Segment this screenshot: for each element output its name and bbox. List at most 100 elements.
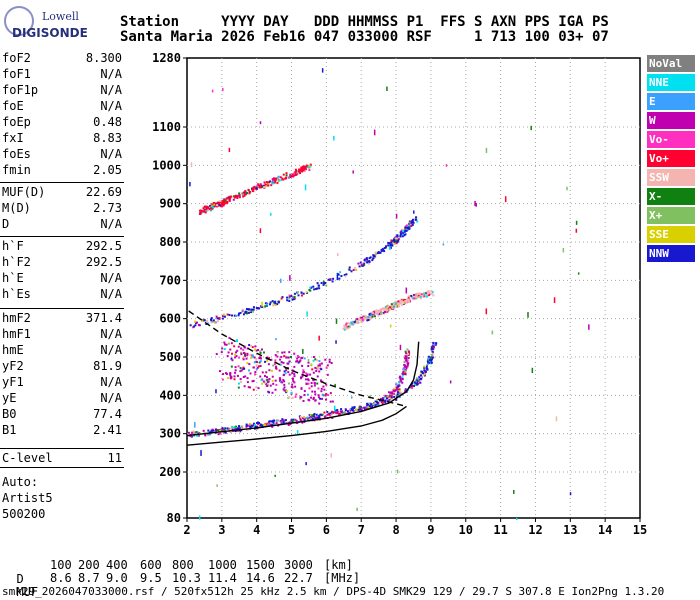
echo-point [355, 319, 358, 322]
echo-point [233, 314, 236, 317]
echo-point [218, 317, 221, 320]
param-value: 81.9 [93, 359, 122, 373]
echo-point [254, 425, 257, 428]
echo-point [332, 277, 335, 280]
echo-point [196, 434, 199, 437]
echo-point [227, 196, 230, 199]
echo-point [425, 292, 428, 295]
echo-point [305, 372, 308, 375]
echo-point [326, 373, 329, 376]
echo-point [399, 377, 402, 380]
echo-point [228, 195, 231, 198]
echo-point [373, 315, 376, 318]
echo-point [342, 411, 345, 414]
param-label: foF1 [2, 67, 31, 81]
header-labels: Station YYYY DAY DDD HHMMSS P1 FFS S AXN… [120, 14, 609, 30]
echo-point [315, 416, 318, 419]
echo-point [297, 361, 300, 364]
echo-point [242, 348, 245, 351]
echo-point [325, 383, 328, 386]
param-row: h`F 292.5 [2, 238, 122, 254]
echo-point [296, 291, 299, 294]
echo-point [374, 405, 377, 408]
param-value: 2.05 [93, 163, 122, 177]
param-value: N/A [100, 391, 122, 405]
param-row: yF2 81.9 [2, 358, 122, 374]
echo-point [338, 413, 341, 416]
param-row: foF1 N/A [2, 66, 122, 82]
echo-point [381, 248, 384, 251]
echo-point [209, 205, 212, 208]
echo-point [396, 395, 399, 398]
noise-echo [527, 312, 529, 318]
param-label: hmF2 [2, 311, 31, 325]
echo-point [237, 345, 240, 348]
echo-point [201, 319, 204, 322]
param-value: N/A [100, 217, 122, 231]
echo-point [263, 186, 266, 189]
echo-point [207, 206, 210, 209]
echo-point [307, 382, 310, 385]
echo-point [219, 429, 222, 432]
echo-point [210, 321, 213, 324]
echo-point [423, 293, 426, 296]
echo-point [396, 241, 399, 244]
echo-point [248, 190, 251, 193]
echo-point [435, 342, 438, 345]
echo-point [267, 380, 270, 383]
noise-echo [530, 125, 532, 131]
echo-point [398, 389, 401, 392]
echo-point [223, 198, 226, 201]
echo-point [241, 192, 244, 195]
echo-point [394, 237, 397, 240]
echo-point [193, 431, 196, 434]
echo-point [389, 243, 392, 246]
echo-point [310, 416, 313, 419]
echo-point [405, 229, 408, 232]
echo-point [288, 300, 291, 303]
echo-point [246, 312, 249, 315]
echo-point [395, 235, 398, 238]
echo-point [344, 409, 347, 412]
echo-point [303, 418, 306, 421]
echo-point [329, 400, 332, 403]
echo-point [239, 370, 242, 373]
echo-point [300, 357, 303, 360]
echo-point [194, 324, 197, 327]
param-value: 371.4 [85, 311, 122, 325]
echo-point [425, 365, 428, 368]
echo-point [350, 323, 353, 326]
echo-point [270, 369, 273, 372]
echo-point [210, 205, 213, 208]
echo-point [253, 423, 256, 426]
param-row: MUF(D) 22.69 [2, 184, 122, 200]
echo-point [366, 319, 369, 322]
noise-echo [304, 184, 307, 191]
echo-point [284, 372, 287, 375]
noise-echo [356, 507, 358, 512]
echo-point [419, 374, 422, 377]
echo-point [319, 413, 322, 416]
noise-echo [531, 367, 534, 374]
echo-point [345, 325, 348, 328]
echo-point [383, 309, 386, 312]
echo-point [223, 429, 226, 432]
echo-point [282, 173, 285, 176]
echo-point [322, 385, 325, 388]
echo-point [306, 416, 309, 419]
echo-point [399, 376, 402, 379]
echo-point [395, 242, 398, 245]
echo-point [374, 251, 377, 254]
echo-point [405, 301, 408, 304]
echo-point [354, 266, 357, 269]
echo-point [410, 384, 413, 387]
echo-point [224, 343, 227, 346]
echo-point [238, 312, 241, 315]
legend-item: E [647, 93, 695, 110]
echo-point [300, 419, 303, 422]
echo-point [312, 414, 315, 417]
echo-point [411, 387, 414, 390]
distance-value: 800 [172, 558, 194, 572]
echo-point [223, 201, 226, 204]
echo-point [376, 399, 379, 402]
